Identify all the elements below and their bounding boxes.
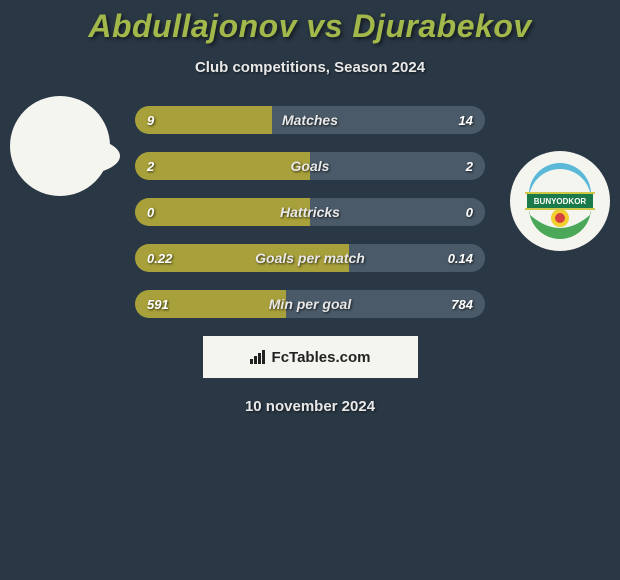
- comparison-row: Hattricks0 0: [135, 198, 485, 226]
- comparison-row: Goals2 2: [135, 152, 485, 180]
- brand-panel: FcTables.com: [203, 336, 418, 378]
- badge-text: BUNYODKOR: [534, 197, 587, 206]
- comparison-row: Goals per match0.22 0.14: [135, 244, 485, 272]
- bar-metric-label: Min per goal: [135, 290, 485, 318]
- club-badge: BUNYODKOR: [519, 160, 601, 242]
- bar-right-value: 0: [466, 198, 473, 226]
- comparison-infographic: Abdullajonov vs Djurabekov Club competit…: [0, 0, 620, 415]
- bar-left-value: 0: [147, 198, 154, 226]
- footer-date: 10 november 2024: [0, 398, 620, 415]
- brand-text: FcTables.com: [272, 349, 371, 366]
- badge-ball: [555, 213, 565, 223]
- bar-right-value: 14: [459, 106, 473, 134]
- bar-right-value: 2: [466, 152, 473, 180]
- bar-metric-label: Goals: [135, 152, 485, 180]
- comparison-row: Min per goal591 784: [135, 290, 485, 318]
- bar-left-value: 9: [147, 106, 154, 134]
- player-right-avatar: BUNYODKOR: [510, 151, 610, 251]
- bar-left-value: 0.22: [147, 244, 172, 272]
- page-title: Abdullajonov vs Djurabekov: [0, 8, 620, 45]
- comparison-bars: Matches9 14 Goals2 2 Hattricks0 0 Goals per ma…: [135, 106, 485, 318]
- badge-stripe-top: [525, 192, 595, 194]
- bar-left-value: 591: [147, 290, 169, 318]
- bar-right-value: 0.14: [448, 244, 473, 272]
- chart-area: BUNYODKOR Matches9 14 Goals2 2 Hattricks0 0 Go…: [0, 106, 620, 318]
- player-left-avatar: [10, 96, 110, 196]
- badge-stripe-bot: [525, 208, 595, 210]
- bar-right-value: 784: [451, 290, 473, 318]
- bar-metric-label: Goals per match: [135, 244, 485, 272]
- page-subtitle: Club competitions, Season 2024: [0, 59, 620, 76]
- chart-icon: [250, 350, 268, 364]
- bar-metric-label: Hattricks: [135, 198, 485, 226]
- bar-left-value: 2: [147, 152, 154, 180]
- bar-metric-label: Matches: [135, 106, 485, 134]
- comparison-row: Matches9 14: [135, 106, 485, 134]
